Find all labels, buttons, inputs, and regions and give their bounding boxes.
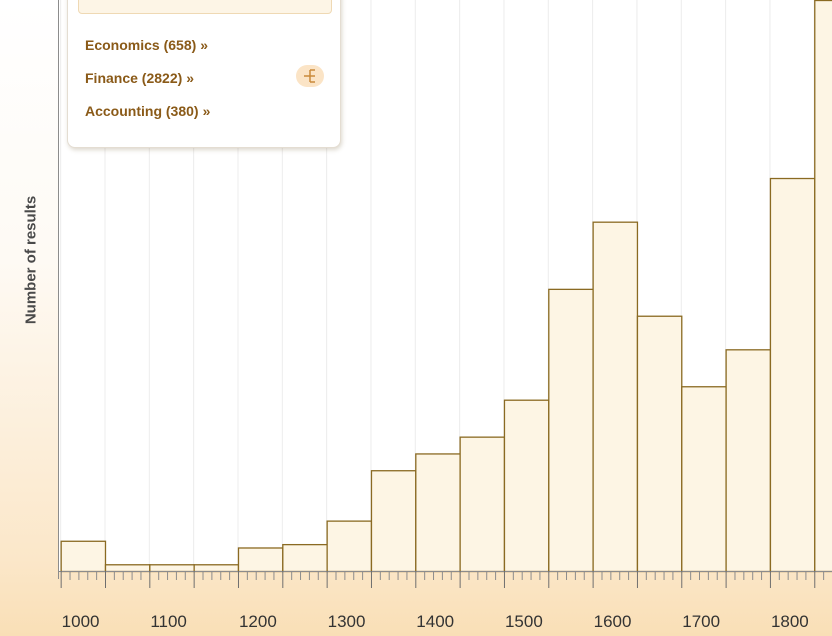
facet-link-finance[interactable]: Finance (2822)»	[85, 70, 194, 86]
histogram-bars	[60, 0, 832, 573]
histogram-bar	[592, 221, 639, 573]
histogram-bar	[282, 543, 328, 573]
tree-structure-icon[interactable]	[296, 65, 324, 87]
histogram-bar	[503, 399, 550, 573]
histogram-bar	[636, 315, 683, 573]
facet-search-box[interactable]	[78, 0, 332, 14]
facet-link-label: Economics (658)	[85, 37, 197, 53]
x-tick-label: 1500	[505, 612, 543, 631]
facet-link-economics[interactable]: Economics (658)»	[85, 37, 208, 53]
facet-link-arrow: »	[186, 70, 195, 86]
facet-panel: Economics (658)» Finance (2822)» Account…	[67, 0, 341, 148]
x-tick-label: 1600	[594, 612, 632, 631]
histogram-bar	[193, 564, 240, 573]
x-tick-label: 1400	[416, 612, 454, 631]
x-tick-label: 1700	[682, 612, 720, 631]
x-tick-label: 1800	[771, 612, 809, 631]
facet-link-arrow: »	[202, 103, 211, 119]
facet-link-accounting[interactable]: Accounting (380)»	[85, 103, 210, 119]
x-tick-label: 1000	[62, 612, 100, 631]
histogram-bar	[149, 564, 195, 573]
tree-structure-icon-glyph	[304, 69, 315, 83]
facet-link-arrow: »	[200, 37, 209, 53]
histogram-bar	[370, 470, 417, 573]
y-axis-label: Number of results	[22, 195, 40, 325]
histogram-bar	[415, 453, 461, 573]
histogram-bar	[548, 288, 594, 573]
histogram-bar	[725, 349, 772, 573]
histogram-bar	[60, 540, 107, 573]
x-tick-label: 1300	[328, 612, 366, 631]
facet-link-label: Accounting (380)	[85, 103, 199, 119]
facet-link-label: Finance (2822)	[85, 70, 183, 86]
histogram-bar	[681, 386, 727, 573]
histogram-bar	[769, 177, 816, 573]
histogram-bar	[104, 564, 151, 573]
histogram-bar	[814, 0, 832, 573]
x-tick-label: 1200	[239, 612, 277, 631]
histogram-bar	[237, 547, 284, 573]
histogram-bar	[326, 520, 373, 573]
x-tick-label: 1100	[150, 612, 187, 631]
x-axis: 1000 1100 1200 1300 1400 1500 1600 1700 1800	[58, 0, 832, 631]
histogram-bar	[459, 436, 506, 573]
